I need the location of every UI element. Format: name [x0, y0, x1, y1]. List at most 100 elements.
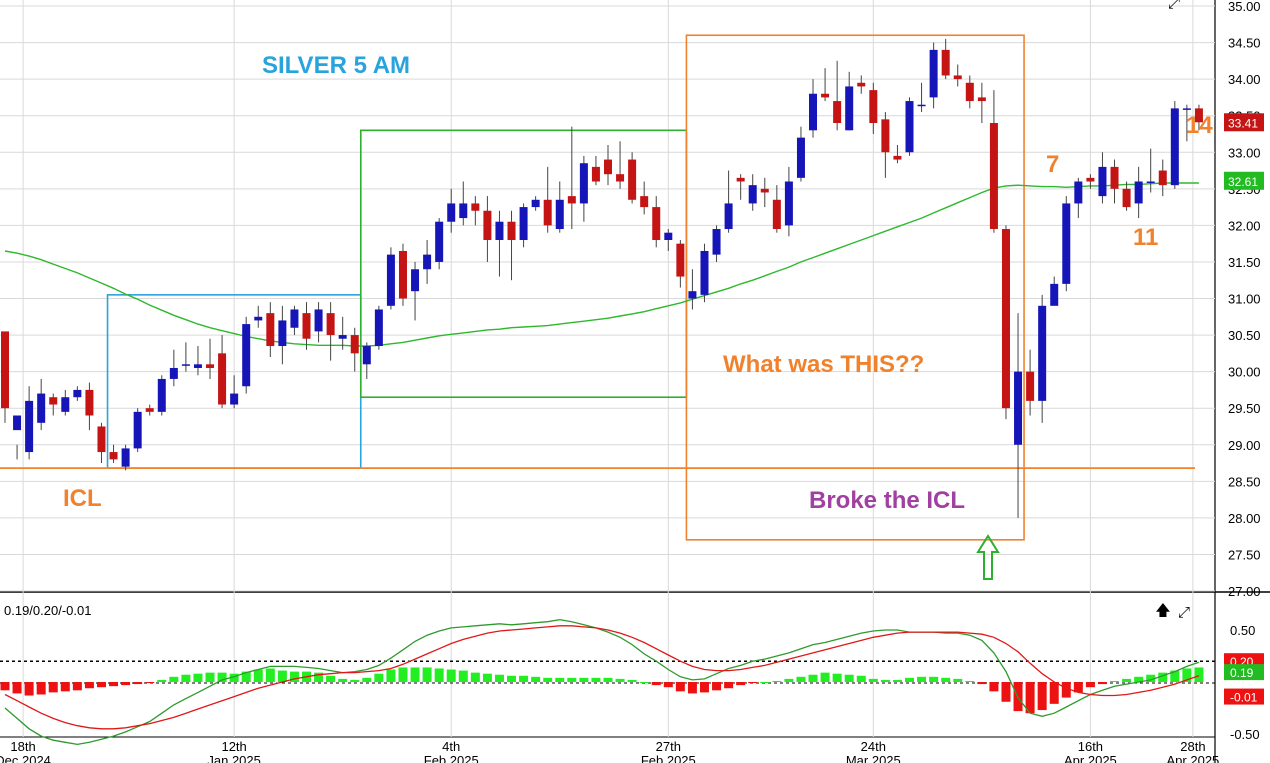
candle-body [688, 291, 697, 299]
macd-histogram-bar [229, 673, 239, 682]
expand-arrows-icon[interactable]: ⤢ [1177, 603, 1190, 621]
macd-line [4, 618, 1200, 746]
macd-histogram-bar [133, 682, 143, 685]
macd-histogram-bar [314, 672, 324, 682]
macd-histogram-bar [96, 682, 106, 688]
date-tick-month: Mar 2025 [846, 753, 901, 763]
candle-body [1134, 181, 1143, 204]
candle-body [218, 353, 227, 405]
candle-body [230, 393, 239, 405]
macd-histogram-bar [977, 682, 987, 685]
candle-body [459, 203, 468, 219]
price-tick-label: 33.00 [1228, 145, 1261, 160]
chart-title: SILVER 5 AM [262, 52, 410, 79]
candle-body [1001, 229, 1010, 409]
date-tick-day: 16th [1078, 739, 1103, 754]
candle-body [1110, 166, 1119, 189]
price-tick-label: 31.50 [1228, 255, 1261, 270]
candle-body [700, 250, 709, 295]
candle-body [278, 320, 287, 347]
macd-histogram-bar [1001, 682, 1011, 702]
macd-histogram-bar [169, 676, 179, 682]
candle-body [893, 155, 902, 160]
candle-body [242, 324, 251, 387]
macd-histogram-bar [1146, 674, 1156, 682]
macd-histogram-bar [603, 677, 613, 682]
candle-body [941, 49, 950, 76]
candle-body [1050, 283, 1059, 306]
macd-histogram-bar [410, 667, 420, 682]
candle-body [471, 203, 480, 211]
candle-body [736, 177, 745, 182]
price-tick-label: 34.50 [1228, 36, 1261, 51]
macd-histogram-bar [1085, 682, 1095, 688]
candle-body [531, 199, 540, 208]
candle-body [604, 159, 612, 175]
macd-histogram-bar [277, 670, 287, 682]
macd-histogram-bar [784, 678, 794, 682]
candle-body [628, 159, 637, 200]
arrow-up-icon[interactable]: 🡅 [1155, 601, 1171, 619]
candle-body [374, 309, 383, 347]
candle-body [640, 196, 649, 208]
price-tick-label: 34.00 [1228, 72, 1261, 87]
macd-histogram-bar [350, 679, 360, 682]
candle-body [49, 397, 58, 405]
candle-body [591, 166, 600, 182]
macd-histogram-bar [398, 667, 408, 682]
candle-body [362, 346, 371, 365]
macd-histogram-bar [84, 682, 94, 689]
candle-body [760, 188, 769, 193]
candle-body [857, 82, 866, 87]
macd-histogram-bar [374, 673, 384, 682]
macd-histogram-bar [265, 668, 275, 682]
candle-body [579, 163, 588, 204]
macd-readout: 0.19/0.20/-0.01 [4, 603, 91, 618]
macd-histogram-bar [1025, 682, 1035, 714]
macd-histogram-bar [953, 678, 963, 682]
expand-arrows-icon[interactable]: ⤢ [1167, 0, 1180, 12]
macd-histogram-bar [193, 673, 203, 682]
candle-body [314, 309, 323, 332]
candle-body [1122, 188, 1131, 208]
candle-body [1026, 371, 1035, 401]
candle-body [483, 210, 492, 240]
macd-histogram-bar [1097, 682, 1107, 685]
date-tick-day: 12th [221, 739, 246, 754]
macd-histogram-bar [446, 669, 456, 682]
macd-histogram-bar [1110, 680, 1120, 682]
macd-value-label: 0.19 [1230, 666, 1254, 680]
question-annotation: What was THIS?? [723, 351, 924, 378]
candle-body [290, 309, 299, 328]
candle-body [676, 243, 685, 277]
candle-body [905, 101, 914, 153]
macd-value-label: -0.01 [1230, 691, 1258, 705]
candle-body [929, 49, 938, 98]
candle-body [784, 181, 793, 226]
macd-histogram-bar [808, 674, 818, 682]
macd-histogram-bar [181, 674, 191, 682]
date-tick-month: Feb 2025 [424, 753, 479, 763]
candle-body [423, 254, 432, 270]
macd-histogram-bar [639, 682, 649, 683]
candle-body [25, 400, 34, 453]
macd-histogram-bar [1073, 682, 1083, 693]
macd-histogram-bar [687, 682, 697, 694]
macd-value-label-box [1224, 688, 1264, 705]
macd-histogram-bar [989, 682, 999, 692]
count-7-label: 7 [1046, 151, 1059, 178]
macd-histogram-bar [748, 682, 758, 684]
macd-histogram-bar [856, 675, 866, 682]
macd-histogram-bar [699, 682, 709, 693]
candle-body [881, 119, 890, 153]
macd-tick-label: 0.50 [1230, 623, 1255, 638]
candle-body [1038, 305, 1047, 401]
macd-histogram-bar [917, 676, 927, 682]
macd-histogram-bar [555, 677, 565, 682]
date-tick-day: 24th [861, 739, 886, 754]
price-tick-label: 30.00 [1228, 365, 1261, 380]
candle-body [193, 364, 202, 368]
macd-value-label-box [1224, 664, 1264, 681]
macd-histogram-bar [796, 676, 806, 682]
